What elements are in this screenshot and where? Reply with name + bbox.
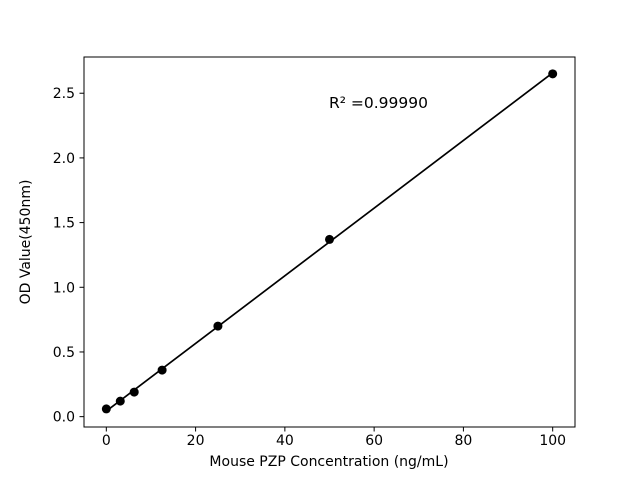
x-tick-label: 40: [276, 433, 294, 449]
plot-area: 0 20 40 60 80 100 0.0 0.5 1.0 1.5 2.0 2.5: [53, 56, 576, 449]
y-tick-label: 0.5: [53, 345, 75, 361]
x-axis-label: Mouse PZP Concentration (ng/mL): [209, 454, 448, 470]
data-point: [129, 387, 139, 397]
y-tick-label: 0.0: [53, 410, 75, 426]
y-tick-label: 2.5: [53, 86, 75, 102]
data-point: [213, 321, 223, 331]
plot-frame: [83, 56, 576, 428]
data-point: [115, 396, 125, 406]
data-point: [548, 69, 558, 79]
x-tick-label: 0: [102, 433, 111, 449]
x-tick-label: 60: [365, 433, 383, 449]
data-point: [325, 234, 334, 244]
y-tick-label: 1.5: [53, 216, 75, 232]
data-point: [101, 404, 111, 414]
r-squared-annotation: R² =0.99990: [329, 94, 428, 112]
y-tick-label: 2.0: [53, 151, 75, 167]
y-axis-label: OD Value(450nm): [18, 180, 34, 305]
x-tick-label: 100: [539, 433, 566, 449]
x-tick-label: 80: [454, 433, 472, 449]
data-point: [157, 365, 167, 375]
x-tick-label: 20: [187, 433, 205, 449]
y-tick-label: 1.0: [53, 280, 75, 296]
